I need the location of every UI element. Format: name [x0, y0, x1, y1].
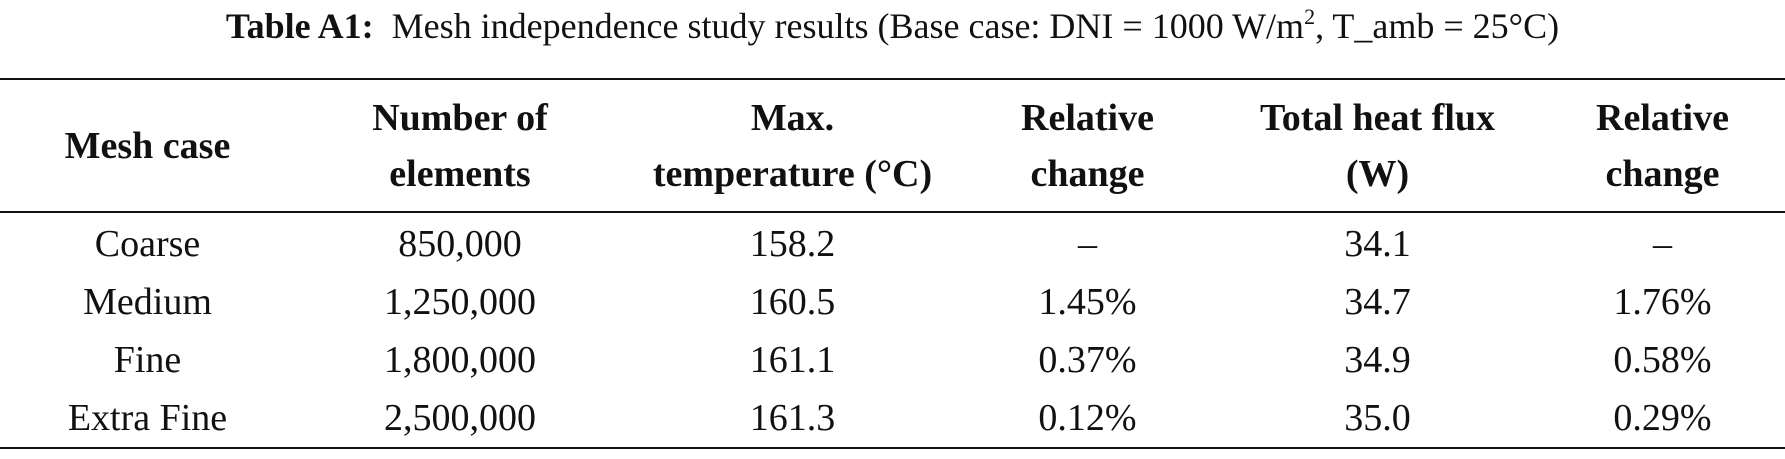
cell-mesh-case: Extra Fine — [67, 397, 228, 439]
cell-number-of-elements: 850,000 — [398, 223, 522, 265]
header-line: change — [1030, 152, 1145, 195]
header-total-heat-flux: Total heat flux (W) — [1215, 79, 1540, 212]
cell-total-heat-flux: 34.9 — [1344, 339, 1411, 381]
header-line: Relative — [1596, 96, 1729, 139]
header-line: temperature (°C) — [652, 152, 933, 195]
table-row: Extra Fine 2,500,000 161.3 0.12% 35.0 0.… — [0, 389, 1785, 448]
caption-text-end: , T_amb = 25°C) — [1315, 6, 1560, 46]
caption-label: Table A1: — [225, 6, 374, 46]
cell-mesh-case: Fine — [113, 339, 182, 381]
header-relative-change-temperature: Relative change — [960, 79, 1215, 212]
cell-max-temperature: 161.3 — [749, 397, 836, 439]
cell-total-heat-flux: 34.1 — [1344, 223, 1411, 265]
cell-relative-change-heat-flux: 1.76% — [1613, 281, 1712, 323]
header-line: Max. — [750, 96, 835, 139]
header-line: Mesh case — [64, 124, 231, 167]
cell-relative-change-temperature: – — [1078, 223, 1097, 265]
table-row: Fine 1,800,000 161.1 0.37% 34.9 0.58% — [0, 331, 1785, 389]
header-line: Total heat flux — [1259, 96, 1496, 139]
header-line: (W) — [1345, 152, 1410, 195]
table-body: Coarse 850,000 158.2 – 34.1 – Medium 1,2… — [0, 212, 1785, 448]
cell-max-temperature: 160.5 — [749, 281, 836, 323]
cell-mesh-case: Medium — [83, 281, 212, 323]
cell-number-of-elements: 2,500,000 — [384, 397, 536, 439]
cell-number-of-elements: 1,250,000 — [384, 281, 536, 323]
cell-total-heat-flux: 34.7 — [1344, 281, 1411, 323]
header-line: Number of — [372, 96, 548, 139]
cell-relative-change-heat-flux: 0.29% — [1613, 397, 1712, 439]
header-relative-change-heat-flux: Relative change — [1540, 79, 1785, 212]
table-caption: Table A1: Mesh independence study result… — [0, 4, 1785, 48]
cell-relative-change-temperature: 0.12% — [1038, 397, 1137, 439]
header-line: change — [1605, 152, 1720, 195]
caption-text: Mesh independence study results (Base ca… — [391, 6, 1305, 46]
cell-total-heat-flux: 35.0 — [1344, 397, 1411, 439]
cell-max-temperature: 158.2 — [749, 223, 836, 265]
mesh-independence-table: Mesh case Number of elements Max. temper… — [0, 78, 1785, 449]
cell-relative-change-temperature: 0.37% — [1038, 339, 1137, 381]
header-line: elements — [389, 152, 531, 195]
cell-number-of-elements: 1,800,000 — [384, 339, 536, 381]
caption-superscript: 2 — [1304, 4, 1316, 29]
table-header: Mesh case Number of elements Max. temper… — [0, 79, 1785, 212]
header-mesh-case: Mesh case — [0, 79, 295, 212]
cell-relative-change-heat-flux: 0.58% — [1613, 339, 1712, 381]
cell-max-temperature: 161.1 — [749, 339, 836, 381]
cell-mesh-case: Coarse — [94, 223, 201, 265]
header-line: Relative — [1021, 96, 1154, 139]
cell-relative-change-heat-flux: – — [1653, 223, 1672, 265]
table-row: Coarse 850,000 158.2 – 34.1 – — [0, 212, 1785, 273]
table-row: Medium 1,250,000 160.5 1.45% 34.7 1.76% — [0, 273, 1785, 331]
header-number-of-elements: Number of elements — [295, 79, 625, 212]
header-row: Mesh case Number of elements Max. temper… — [0, 79, 1785, 212]
cell-relative-change-temperature: 1.45% — [1038, 281, 1137, 323]
header-max-temperature: Max. temperature (°C) — [625, 79, 960, 212]
